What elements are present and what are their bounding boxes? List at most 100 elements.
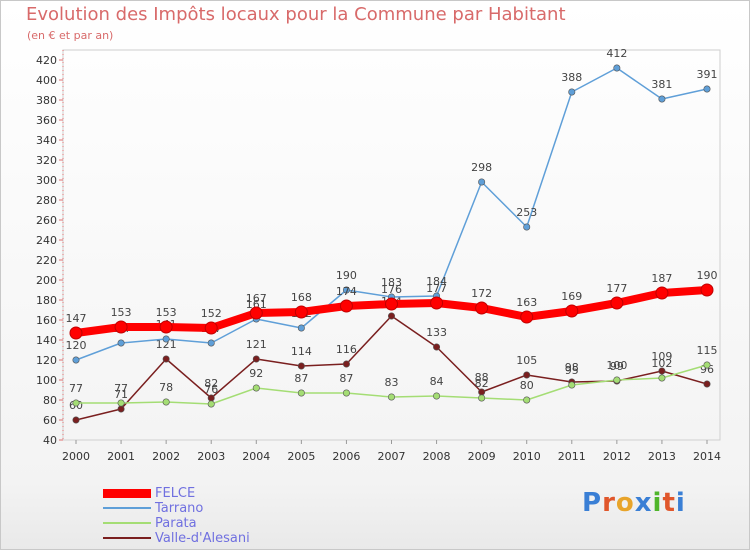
y-tick-label: 420 xyxy=(36,54,57,67)
data-point-parata xyxy=(342,389,350,397)
x-tick-label: 2005 xyxy=(287,450,315,463)
data-label-valle-d-alesani: 71 xyxy=(114,388,128,401)
y-tick-label: 40 xyxy=(43,434,57,447)
data-point-felce xyxy=(430,296,444,310)
data-label-parata: 77 xyxy=(69,382,83,395)
data-point-parata xyxy=(72,399,80,407)
data-label-parata: 84 xyxy=(430,375,444,388)
legend-label-tarrano: Tarrano xyxy=(155,501,204,516)
y-tick-label: 360 xyxy=(36,114,57,127)
logo-letter: o xyxy=(615,488,635,518)
data-label-valle-d-alesani: 133 xyxy=(426,326,447,339)
data-point-tarrano xyxy=(72,356,80,364)
data-label-parata: 87 xyxy=(339,372,353,385)
data-point-valle-d-alesani xyxy=(387,312,395,320)
data-label-felce: 153 xyxy=(156,306,177,319)
data-label-felce: 169 xyxy=(561,290,582,303)
data-label-felce: 177 xyxy=(606,282,627,295)
data-point-parata xyxy=(613,376,621,384)
logo-letter: i xyxy=(652,488,663,518)
data-point-tarrano xyxy=(342,286,350,294)
data-point-felce xyxy=(700,283,714,297)
data-point-tarrano xyxy=(117,339,125,347)
data-label-tarrano: 298 xyxy=(471,161,492,174)
data-label-tarrano: 184 xyxy=(426,275,447,288)
data-point-tarrano xyxy=(162,335,170,343)
data-point-tarrano xyxy=(613,64,621,72)
data-label-tarrano: 412 xyxy=(606,47,627,60)
logo-letter: t xyxy=(662,488,676,518)
y-tick-label: 80 xyxy=(43,394,57,407)
y-tick-label: 60 xyxy=(43,414,57,427)
x-tick-label: 2012 xyxy=(603,450,631,463)
x-tick-label: 2001 xyxy=(107,450,135,463)
y-tick-label: 160 xyxy=(36,314,57,327)
data-label-felce: 172 xyxy=(471,287,492,300)
data-label-felce: 167 xyxy=(246,292,267,305)
y-tick-label: 180 xyxy=(36,294,57,307)
data-point-valle-d-alesani xyxy=(342,360,350,368)
data-label-parata: 80 xyxy=(520,379,534,392)
data-point-parata xyxy=(252,384,260,392)
data-point-valle-d-alesani xyxy=(523,371,531,379)
y-tick-label: 340 xyxy=(36,134,57,147)
data-label-valle-d-alesani: 121 xyxy=(246,338,267,351)
data-label-felce: 177 xyxy=(426,282,447,295)
data-point-felce xyxy=(204,321,218,335)
data-label-valle-d-alesani: 114 xyxy=(291,345,312,358)
data-point-felce xyxy=(159,320,173,334)
data-label-felce: 176 xyxy=(381,283,402,296)
x-tick-label: 2014 xyxy=(693,450,721,463)
legend-swatch-felce xyxy=(103,489,151,498)
data-point-felce xyxy=(114,320,128,334)
data-point-valle-d-alesani xyxy=(162,355,170,363)
data-point-felce xyxy=(69,326,83,340)
data-label-parata: 115 xyxy=(697,344,718,357)
data-point-valle-d-alesani xyxy=(297,362,305,370)
data-point-felce xyxy=(294,305,308,319)
data-label-tarrano: 161 xyxy=(246,298,267,311)
data-point-parata xyxy=(117,399,125,407)
data-label-felce: 152 xyxy=(201,307,222,320)
logo-letter: x xyxy=(634,488,653,518)
data-point-felce xyxy=(249,306,263,320)
data-point-felce xyxy=(475,301,489,315)
x-tick-label: 2010 xyxy=(513,450,541,463)
y-tick-label: 320 xyxy=(36,154,57,167)
x-tick-label: 2013 xyxy=(648,450,676,463)
data-label-felce: 153 xyxy=(111,306,132,319)
logo-letter: P xyxy=(582,488,603,518)
data-point-tarrano xyxy=(297,324,305,332)
data-point-felce xyxy=(385,297,398,311)
data-label-valle-d-alesani: 105 xyxy=(516,354,537,367)
y-tick-label: 240 xyxy=(36,234,57,247)
data-label-tarrano: 388 xyxy=(561,71,582,84)
series-parata: 77 77 78 76 92 87 87 83 84 82 80 95 100 102 115 xyxy=(69,344,718,408)
data-label-valle-d-alesani: 82 xyxy=(204,377,218,390)
data-point-felce xyxy=(339,299,353,313)
data-label-parata: 77 xyxy=(114,382,128,395)
data-point-parata xyxy=(433,392,441,400)
data-label-parata: 100 xyxy=(606,359,627,372)
y-tick-label: 120 xyxy=(36,354,57,367)
data-label-tarrano: 253 xyxy=(516,206,537,219)
data-point-parata xyxy=(297,389,305,397)
data-label-valle-d-alesani: 98 xyxy=(565,361,579,374)
logo-letter: r xyxy=(602,488,616,518)
data-point-parata xyxy=(207,400,215,408)
data-point-tarrano xyxy=(207,339,215,347)
data-label-tarrano: 190 xyxy=(336,269,357,282)
x-tick-label: 2003 xyxy=(197,450,225,463)
data-label-valle-d-alesani: 116 xyxy=(336,343,357,356)
data-point-parata xyxy=(658,374,666,382)
data-point-parata xyxy=(703,361,711,369)
legend-swatch-tarrano xyxy=(103,507,151,509)
data-point-felce xyxy=(610,296,624,310)
logo-letter: i xyxy=(675,488,686,518)
data-label-parata: 78 xyxy=(159,381,173,394)
data-label-felce: 187 xyxy=(651,272,672,285)
y-tick-label: 280 xyxy=(36,194,57,207)
data-point-tarrano xyxy=(478,178,486,186)
data-point-valle-d-alesani xyxy=(433,343,441,351)
data-label-parata: 76 xyxy=(204,383,218,396)
